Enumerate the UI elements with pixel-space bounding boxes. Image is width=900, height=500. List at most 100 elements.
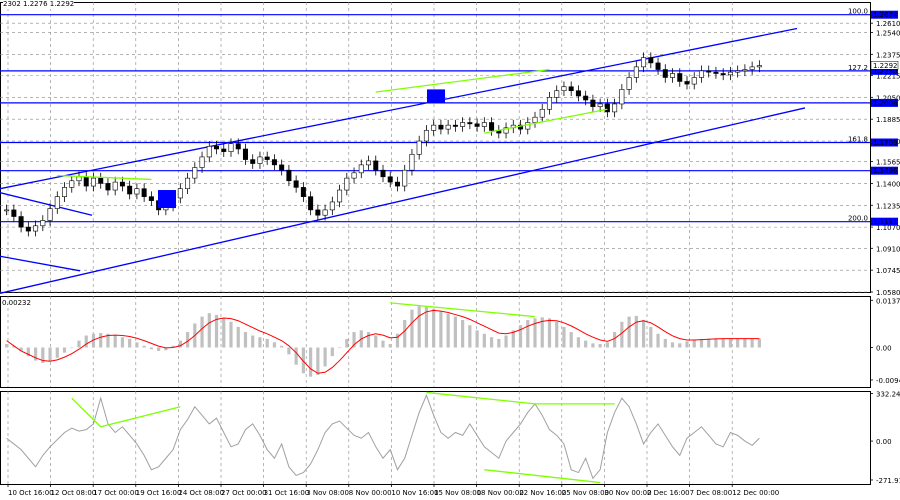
histogram-bar	[504, 335, 508, 348]
x-tick-label: 30 Nov 00:00	[604, 489, 651, 497]
candle-body	[742, 69, 748, 72]
candle-body	[337, 189, 343, 203]
histogram-bar	[605, 342, 609, 348]
candle-body	[329, 201, 335, 211]
candle-body	[756, 65, 762, 68]
candle-body	[351, 172, 357, 179]
candle-body	[438, 124, 444, 130]
fib-level-label: 161.8	[848, 135, 868, 143]
histogram-bar	[200, 316, 204, 348]
candle-body	[612, 103, 618, 113]
candle-body	[293, 180, 299, 188]
candle-body	[641, 57, 647, 68]
candle-body	[387, 176, 393, 183]
candle-body	[257, 156, 263, 164]
cci-tick-label: 332.248	[876, 391, 900, 399]
divergence-line	[390, 302, 536, 318]
histogram-bar	[62, 347, 67, 353]
histogram-bar	[178, 340, 182, 348]
histogram-bar	[345, 338, 349, 348]
x-tick-label: 31 Oct 16:00	[264, 489, 310, 497]
y-tick-label: 1.2215	[876, 72, 900, 80]
histogram-bar	[316, 347, 320, 375]
candle-body	[727, 71, 733, 76]
histogram-bar	[750, 338, 754, 348]
candle-body	[423, 130, 429, 142]
histogram-bar	[280, 345, 284, 348]
y-tick-label: 1.2050	[876, 94, 900, 102]
candle-body	[242, 148, 248, 160]
cci-tick-label: 0.00	[876, 438, 892, 446]
histogram-bar	[446, 313, 450, 348]
histogram-bar	[649, 326, 653, 348]
histogram-bar	[48, 347, 52, 362]
x-tick-label: 25 Nov 08:00	[562, 489, 609, 497]
candle-body	[76, 176, 82, 182]
y-tick-label: 1.0910	[876, 245, 900, 253]
histogram-bar	[663, 338, 667, 348]
candle-body	[141, 188, 147, 197]
candle-body	[315, 209, 321, 216]
candle-body	[358, 164, 364, 174]
histogram-bar	[526, 320, 530, 348]
candle-body	[214, 146, 220, 150]
histogram-bar	[229, 321, 233, 348]
level-price-box	[871, 98, 898, 107]
candle-body	[648, 57, 654, 64]
histogram-bar	[113, 335, 117, 348]
histogram-bar	[135, 342, 139, 348]
x-tick-label: 22 Nov 16:00	[519, 489, 566, 497]
x-tick-label: 17 Oct 00:00	[93, 489, 139, 497]
histogram-bar	[309, 347, 313, 377]
histogram-bar	[482, 333, 486, 348]
candle-body	[344, 177, 350, 191]
histogram-bar	[555, 321, 559, 348]
histogram-bar	[656, 333, 660, 348]
candle-body	[11, 209, 17, 217]
candle-body	[373, 160, 379, 171]
level-price-box	[871, 66, 898, 75]
candle-body	[54, 196, 60, 209]
histogram-bar	[540, 317, 544, 348]
candle-body	[604, 103, 610, 113]
histogram-bar	[707, 338, 711, 348]
level-price-label: 1.2250	[873, 67, 898, 75]
level-price-label: 1.1709	[873, 139, 898, 147]
histogram-bar	[5, 344, 9, 348]
histogram-bar	[19, 347, 23, 351]
candle-body	[25, 226, 31, 232]
histogram-bar	[12, 345, 16, 348]
x-tick-label: 18 Nov 00:00	[477, 489, 524, 497]
candle-body	[279, 164, 285, 171]
x-tick-label: 7 Dec 08:00	[690, 489, 733, 497]
histogram-bar	[627, 316, 631, 348]
candle-body	[546, 97, 552, 110]
osc-top-label: 0.00232	[2, 299, 31, 307]
candle-body	[655, 62, 661, 70]
y-tick-label: 1.0745	[876, 267, 900, 275]
candle-body	[460, 122, 466, 127]
histogram-bar	[403, 320, 407, 348]
histogram-bar	[584, 340, 588, 348]
histogram-bar	[33, 347, 38, 361]
candle-body	[33, 225, 39, 232]
histogram-bar	[207, 313, 211, 348]
osc-tick-label: -0.00945	[876, 377, 900, 385]
level-price-box	[871, 166, 898, 175]
candle-body	[720, 73, 726, 76]
panel-frame-2	[0, 296, 871, 388]
candle-body	[481, 122, 487, 127]
candle-body	[308, 196, 314, 211]
candle-body	[286, 169, 292, 182]
histogram-bar	[84, 335, 88, 348]
candle-body	[735, 70, 741, 73]
candle-body	[409, 153, 415, 171]
histogram-bar	[497, 338, 501, 348]
y-tick-label: 1.0580	[876, 289, 900, 297]
signal-marker	[427, 89, 445, 104]
histogram-bar	[99, 333, 103, 348]
histogram-bar	[236, 326, 240, 348]
histogram-bar	[598, 344, 602, 348]
histogram-bar	[366, 332, 371, 348]
panel-frame-3	[0, 391, 871, 485]
